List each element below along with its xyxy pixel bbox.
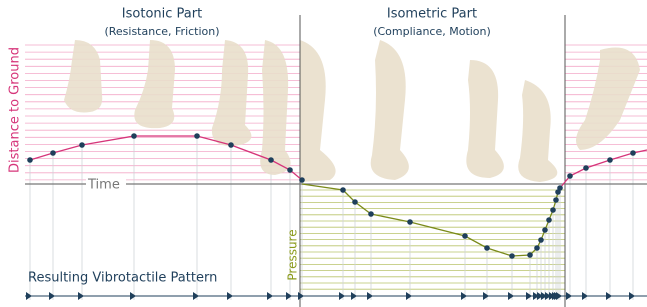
sample-dot	[553, 197, 559, 203]
sample-dot	[557, 185, 563, 191]
sample-dot	[352, 199, 358, 205]
pulse-arrow	[298, 292, 304, 300]
pulse-arrow	[286, 292, 292, 300]
pulse-arrow	[367, 292, 373, 300]
time-label: Time	[87, 178, 120, 193]
pulse-arrow	[566, 292, 572, 300]
section-subtitle: (Resistance, Friction)	[104, 25, 219, 38]
sample-dot	[550, 207, 556, 213]
sample-dot	[368, 211, 374, 217]
sample-dot	[79, 142, 85, 148]
sample-dot	[538, 237, 544, 243]
sample-dot	[131, 133, 137, 139]
sample-dot	[228, 142, 234, 148]
pressure-curve	[302, 184, 558, 256]
pulse-arrow	[26, 292, 32, 300]
diagram: Time Isotonic Part (Resistance, Friction…	[0, 0, 647, 307]
sample-dot	[509, 253, 515, 259]
pulse-arrow	[227, 292, 233, 300]
sample-dot	[542, 227, 548, 233]
pulse-arrow	[556, 292, 562, 300]
sample-dot	[484, 245, 490, 251]
sample-dot	[462, 233, 468, 239]
pulse-arrow	[339, 292, 345, 300]
pulse-arrow	[629, 292, 635, 300]
sample-dot	[194, 133, 200, 139]
axis-label: Distance to Ground	[8, 47, 23, 173]
sample-dot	[534, 245, 540, 251]
distance-curve	[560, 150, 647, 188]
pulse-arrow	[406, 292, 412, 300]
sample-dot	[340, 187, 346, 193]
sample-dot	[407, 219, 413, 225]
sample-dot	[583, 165, 589, 171]
pulse-arrow	[130, 292, 136, 300]
sample-dot	[50, 150, 56, 156]
pulse-arrow	[461, 292, 467, 300]
sample-dot	[268, 157, 274, 163]
feet	[64, 40, 640, 182]
pulse-arrow	[351, 292, 357, 300]
distance-grid	[25, 45, 647, 180]
sample-dot	[607, 157, 613, 163]
pulse-arrow	[508, 292, 514, 300]
pulse-arrow	[483, 292, 489, 300]
section-title: Isotonic Part	[122, 7, 202, 22]
sample-dot	[299, 177, 305, 183]
pattern-label: Resulting Vibrotactile Pattern	[28, 271, 217, 286]
section-subtitle: (Compliance, Motion)	[373, 25, 491, 38]
pulse-arrow	[193, 292, 199, 300]
pulse-arrow	[78, 292, 84, 300]
sample-dot	[27, 157, 33, 163]
pulse-arrow	[49, 292, 55, 300]
pulse-arrow	[526, 292, 532, 300]
axis-label: Pressure	[286, 229, 300, 280]
sample-dot	[567, 173, 573, 179]
sample-dot	[546, 217, 552, 223]
sample-dot	[630, 150, 636, 156]
pulse-arrow	[582, 292, 588, 300]
pressure-grid	[300, 190, 565, 289]
sample-dot	[287, 167, 293, 173]
pulse-arrow	[606, 292, 612, 300]
sample-dot	[527, 252, 533, 258]
section-title: Isometric Part	[387, 7, 477, 22]
pulse-arrow	[267, 292, 273, 300]
